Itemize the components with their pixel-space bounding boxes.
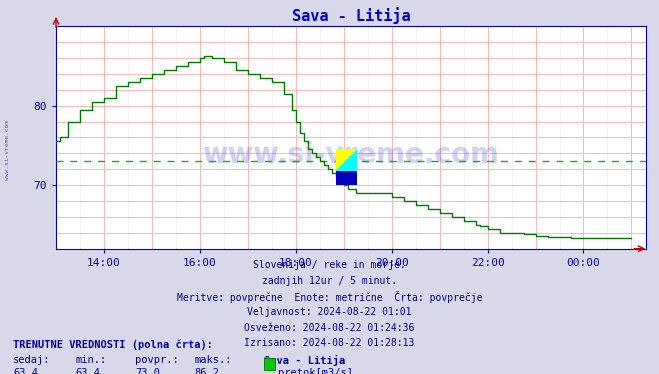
Polygon shape [335,171,357,185]
Text: sedaj:: sedaj: [13,355,51,365]
Text: Meritve: povprečne  Enote: metrične  Črta: povprečje: Meritve: povprečne Enote: metrične Črta:… [177,291,482,303]
Text: www.si-vreme.com: www.si-vreme.com [202,141,500,169]
Text: pretok[m3/s]: pretok[m3/s] [278,368,353,374]
Text: povpr.:: povpr.: [135,355,179,365]
Text: maks.:: maks.: [194,355,232,365]
Text: min.:: min.: [76,355,107,365]
Text: Slovenija / reke in morje.: Slovenija / reke in morje. [253,260,406,270]
Text: Osveženo: 2024-08-22 01:24:36: Osveženo: 2024-08-22 01:24:36 [244,323,415,333]
Text: 73,0: 73,0 [135,368,160,374]
Title: Sava - Litija: Sava - Litija [291,7,411,24]
Text: Sava - Litija: Sava - Litija [264,355,345,365]
Text: www.si-vreme.com: www.si-vreme.com [5,120,11,180]
Text: Veljavnost: 2024-08-22 01:01: Veljavnost: 2024-08-22 01:01 [247,307,412,317]
Polygon shape [335,149,357,171]
Text: 63,4: 63,4 [13,368,38,374]
Text: zadnjih 12ur / 5 minut.: zadnjih 12ur / 5 minut. [262,276,397,286]
Text: 63,4: 63,4 [76,368,101,374]
Text: Izrisano: 2024-08-22 01:28:13: Izrisano: 2024-08-22 01:28:13 [244,338,415,349]
Text: TRENUTNE VREDNOSTI (polna črta):: TRENUTNE VREDNOSTI (polna črta): [13,340,213,350]
Text: 86,2: 86,2 [194,368,219,374]
Polygon shape [335,149,357,171]
